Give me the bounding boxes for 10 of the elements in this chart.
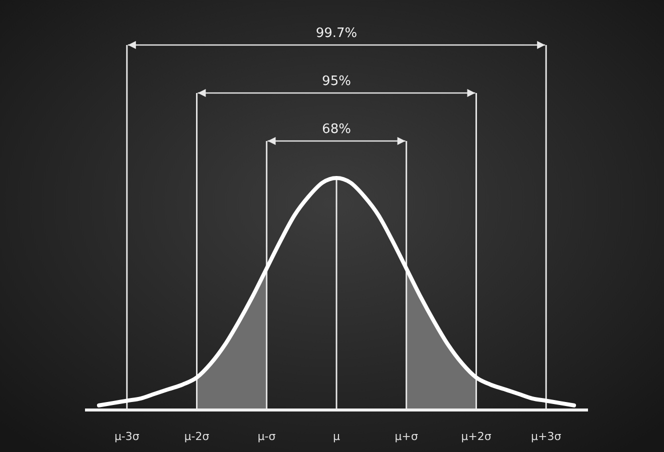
text: 68% [322,122,351,137]
x-tick-label: μ [333,430,340,443]
x-tick-label: μ+2σ [461,430,492,443]
x-tick-label: μ+3σ [530,430,562,443]
x-tick-label: μ-3σ [114,430,140,443]
x-tick-label: μ-2σ [184,430,210,443]
x-tick-label: μ+σ [394,430,418,443]
text: 95% [322,74,351,89]
x-tick-label: μ-σ [258,430,276,443]
text: 99.7% [316,26,358,41]
